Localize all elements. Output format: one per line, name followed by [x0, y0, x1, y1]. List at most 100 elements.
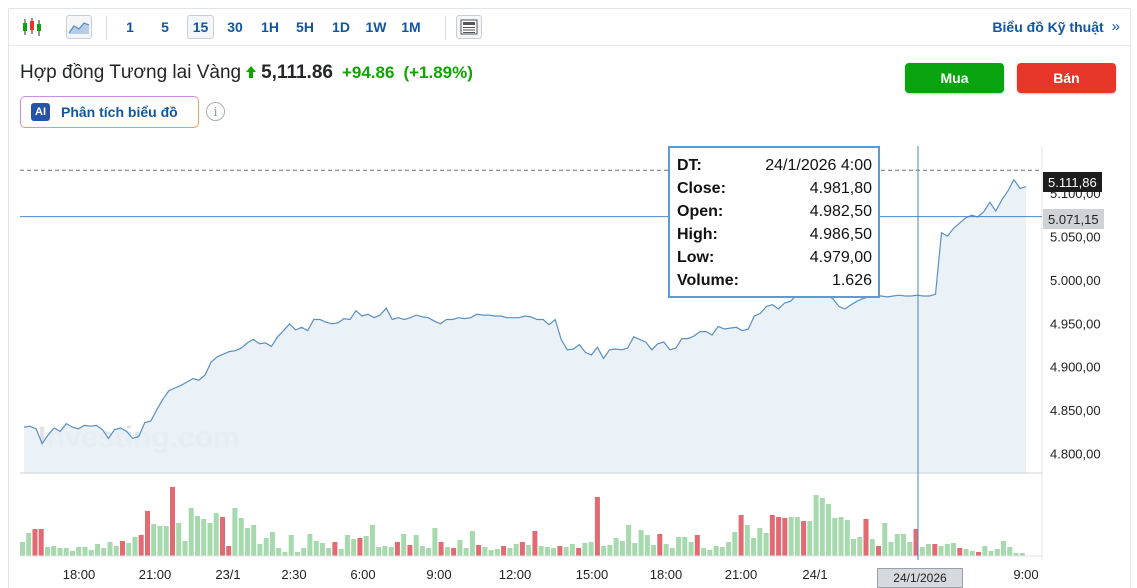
buy-button[interactable]: Mua [905, 63, 1004, 93]
timeframe-15[interactable]: 15 [187, 15, 214, 39]
volume-bar [844, 520, 850, 556]
volume-bar [288, 535, 294, 556]
instrument-name: Hợp đồng Tương lai Vàng [20, 62, 242, 83]
volume-bar [251, 525, 257, 556]
volume-bar [157, 526, 163, 556]
tooltip-value: 4.979,00 [809, 248, 872, 266]
volume-bar [582, 543, 588, 556]
volume-bar [551, 548, 557, 556]
timeframe-1m[interactable]: 1M [401, 19, 421, 35]
timeframe-1d[interactable]: 1D [332, 19, 350, 35]
volume-bar [182, 541, 188, 556]
volume-bar [313, 541, 319, 556]
volume-bar [376, 547, 382, 556]
volume-bar [601, 546, 607, 556]
volume-bar [651, 545, 657, 556]
volume-bar [332, 542, 338, 556]
technical-chart-label: Biểu đồ Kỹ thuật [992, 18, 1104, 35]
timeframe-1w[interactable]: 1W [365, 19, 387, 35]
volume-bar [926, 544, 931, 556]
volume-bar [438, 542, 444, 556]
volume-bar [682, 537, 688, 556]
volume-bar [719, 547, 725, 556]
volume-bar [494, 549, 500, 556]
volume-bar [151, 524, 157, 556]
volume-bar [869, 539, 875, 556]
news-layout-icon[interactable] [456, 15, 482, 39]
tooltip-key: High: [677, 225, 718, 243]
volume-bar [813, 495, 819, 556]
tooltip-value: 24/1/2026 4:00 [765, 156, 872, 174]
ai-chart-analysis-button[interactable]: AI Phân tích biểu đồ [20, 96, 199, 128]
tooltip-value: 1.626 [831, 271, 872, 289]
tooltip-row: Open: 4.982,50 [677, 200, 872, 223]
volume-bar [838, 517, 844, 556]
volume-bar [319, 543, 325, 556]
timeframe-5[interactable]: 5 [161, 19, 169, 35]
chart-toolbar: 1 5 15 30 1H 5H 1D 1W 1M Biểu đồ Kỹ thuậ… [9, 9, 1130, 46]
volume-bar [244, 528, 250, 556]
volume-bar [107, 542, 113, 556]
x-tick-label: 9:00 [1013, 567, 1038, 582]
volume-bar [426, 548, 432, 556]
timeframe-1[interactable]: 1 [126, 19, 134, 35]
volume-bar [557, 546, 563, 556]
volume-bar [357, 538, 363, 556]
volume-bar [95, 544, 100, 556]
timeframe-5h[interactable]: 5H [296, 19, 314, 35]
volume-bar [138, 535, 144, 556]
double-chevron-right-icon: » [1111, 18, 1120, 35]
volume-bar [132, 537, 138, 556]
price-line [23, 178, 1027, 445]
volume-bar [401, 534, 407, 556]
volume-bar [413, 535, 419, 556]
volume-bar [451, 548, 457, 556]
candlestick-icon[interactable] [19, 15, 45, 39]
price-change: +94.86 [341, 63, 395, 82]
volume-bar [619, 541, 625, 556]
volume-bar [351, 539, 357, 556]
volume-bar [1013, 553, 1019, 556]
volume-bar [957, 548, 963, 556]
volume-bar [769, 515, 775, 556]
ai-analysis-label: Phân tích biểu đồ [61, 104, 178, 120]
volume-bar [907, 542, 913, 556]
tooltip-value: 4.982,50 [809, 202, 872, 220]
y-tick-label: 4.800,00 [1050, 447, 1101, 462]
volume-bar [526, 545, 532, 556]
volume-bar [513, 544, 519, 556]
volume-bar [388, 547, 394, 556]
sell-button[interactable]: Bán [1017, 63, 1116, 93]
volume-bar [363, 536, 369, 556]
volume-bar [338, 549, 344, 556]
volume-bar [269, 532, 275, 556]
volume-bar [588, 542, 594, 556]
volume-bar [501, 546, 507, 556]
volume-bar [432, 528, 438, 556]
volume-bar [1019, 553, 1025, 556]
area-chart-icon[interactable] [66, 15, 92, 39]
tooltip-key: Low: [677, 248, 715, 266]
volume-bar [419, 546, 425, 556]
x-tick-label: 2:30 [281, 567, 306, 582]
volume-bar [113, 546, 119, 556]
last-price: 5,111.86 [261, 62, 333, 83]
timeframe-30[interactable]: 30 [227, 19, 243, 35]
volume-bar [676, 537, 682, 556]
technical-chart-link[interactable]: Biểu đồ Kỹ thuật » [992, 18, 1120, 35]
timeframe-1h[interactable]: 1H [261, 19, 279, 35]
volume-bar [76, 547, 82, 556]
volume-bar [688, 542, 694, 556]
info-icon[interactable]: i [206, 102, 225, 121]
volume-bar [532, 531, 538, 556]
tooltip-row: Close: 4.981,80 [677, 177, 872, 200]
volume-bar [732, 532, 738, 556]
volume-bar [469, 531, 475, 556]
volume-bar [26, 533, 32, 556]
x-tick-label: 24/1 [802, 567, 827, 582]
volume-bar [45, 547, 50, 556]
volume-bar [238, 518, 244, 556]
volume-bar [170, 487, 175, 556]
volume-bar [801, 521, 807, 556]
